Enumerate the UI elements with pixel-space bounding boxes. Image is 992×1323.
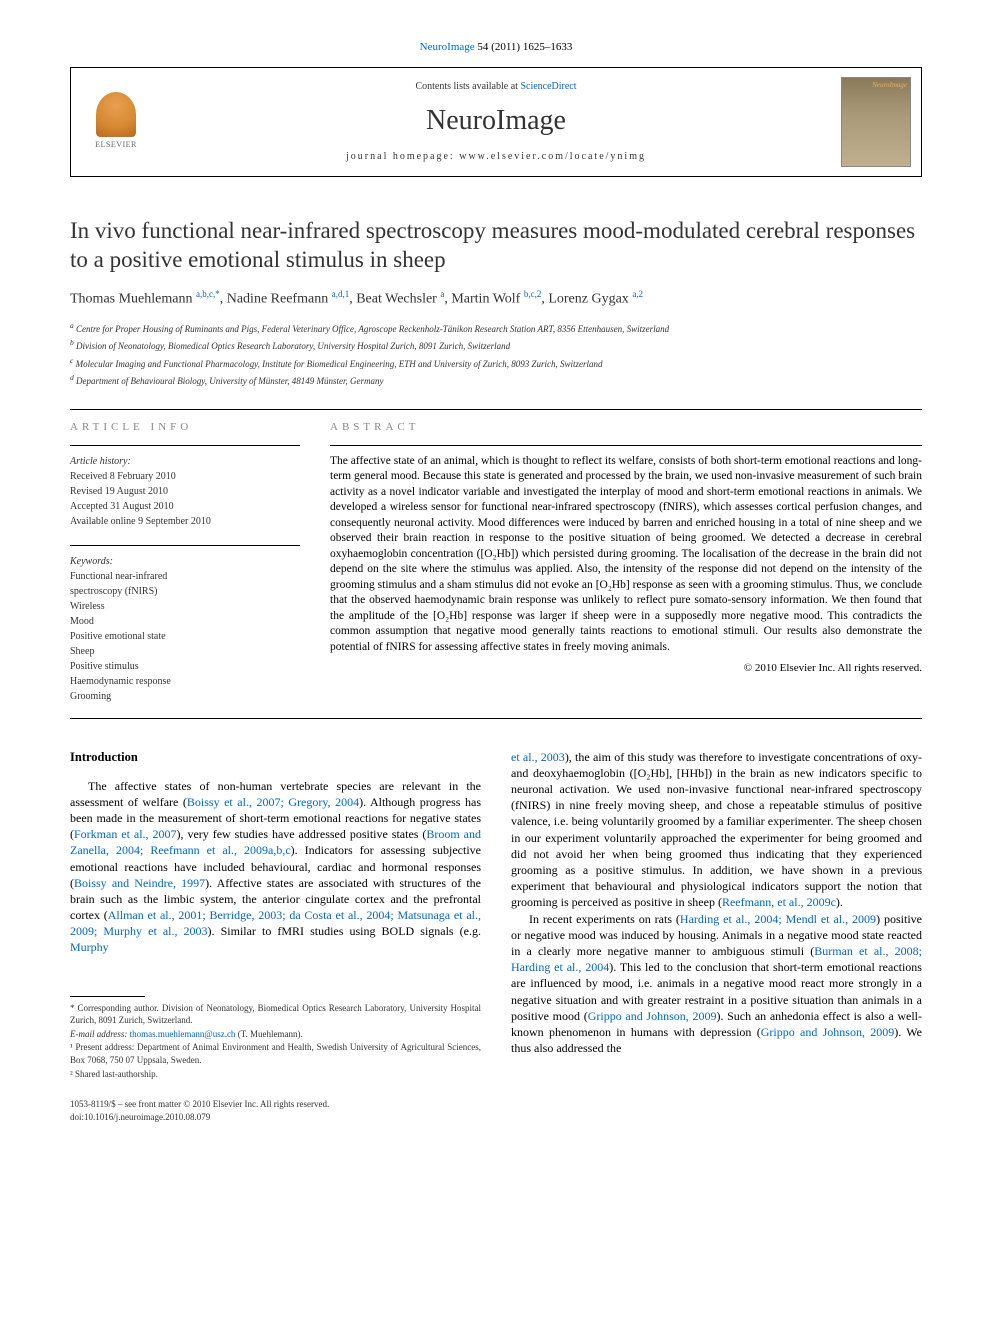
- author-4-affil: b,c,2: [524, 289, 542, 299]
- intro-paragraph-2: In recent experiments on rats (Harding e…: [511, 911, 922, 1057]
- author-2-affil: a,d,1: [332, 289, 350, 299]
- elsevier-text: ELSEVIER: [95, 140, 137, 151]
- ref-reefmann[interactable]: Reefmann, et al., 2009c: [722, 895, 836, 909]
- ref-boissy-neindre[interactable]: Boissy and Neindre, 1997: [74, 876, 205, 890]
- cover-thumb-area: NeuroImage: [831, 68, 921, 176]
- body-column-right: et al., 2003), the aim of this study was…: [511, 749, 922, 1124]
- elsevier-tree-icon: [96, 92, 136, 137]
- abstract-text: The affective state of an animal, which …: [330, 454, 922, 656]
- issn-line: 1053-8119/$ – see front matter © 2010 El…: [70, 1098, 329, 1111]
- keyword-4: Positive emotional state: [70, 629, 300, 644]
- footnotes-rule: [70, 996, 145, 997]
- accepted-date: Accepted 31 August 2010: [70, 499, 300, 514]
- ref-grippo-2[interactable]: Grippo and Johnson, 2009: [761, 1025, 895, 1039]
- citation-journal[interactable]: NeuroImage: [420, 41, 475, 53]
- affiliation-a: a Centre for Proper Housing of Ruminants…: [70, 320, 922, 337]
- history-label: Article history:: [70, 454, 300, 469]
- intro-paragraph-1: The affective states of non-human verteb…: [70, 778, 481, 956]
- author-5[interactable]: , Lorenz Gygax: [541, 292, 632, 307]
- ref-harding[interactable]: Harding et al., 2004; Mendl et al., 2009: [680, 912, 876, 926]
- publisher-logo-area: ELSEVIER: [71, 68, 161, 176]
- author-5-affil: a,2: [632, 289, 643, 299]
- author-1[interactable]: Thomas Muehlemann: [70, 292, 196, 307]
- cover-label: NeuroImage: [872, 81, 907, 90]
- homepage-line: journal homepage: www.elsevier.com/locat…: [346, 150, 646, 164]
- keyword-2: Wireless: [70, 599, 300, 614]
- footnote-2: ² Shared last-authorship.: [70, 1068, 481, 1081]
- affiliation-b: b Division of Neonatology, Biomedical Op…: [70, 337, 922, 354]
- contents-line: Contents lists available at ScienceDirec…: [415, 80, 576, 94]
- author-1-affil: a,b,c,: [196, 289, 215, 299]
- elsevier-logo[interactable]: ELSEVIER: [86, 87, 146, 157]
- keyword-8: Grooming: [70, 689, 300, 704]
- journal-cover-thumbnail[interactable]: NeuroImage: [841, 77, 911, 167]
- footnotes: * Corresponding author. Division of Neon…: [70, 996, 481, 1081]
- affiliation-c: c Molecular Imaging and Functional Pharm…: [70, 355, 922, 372]
- keyword-3: Mood: [70, 614, 300, 629]
- doi-text[interactable]: doi:10.1016/j.neuroimage.2010.08.079: [70, 1112, 210, 1122]
- revised-date: Revised 19 August 2010: [70, 484, 300, 499]
- article-history: Article history: Received 8 February 201…: [70, 454, 300, 529]
- homepage-label: journal homepage:: [346, 151, 459, 162]
- keywords-block: Keywords: Functional near-infrared spect…: [70, 554, 300, 704]
- contents-prefix: Contents lists available at: [415, 81, 520, 92]
- top-citation: NeuroImage 54 (2011) 1625–1633: [70, 40, 922, 55]
- ref-murphy-cont[interactable]: et al., 2003: [511, 750, 565, 764]
- keyword-6: Positive stimulus: [70, 659, 300, 674]
- email-suffix: (T. Muehlemann).: [235, 1029, 302, 1039]
- doi-line: doi:10.1016/j.neuroimage.2010.08.079: [70, 1111, 329, 1124]
- authors-line: Thomas Muehlemann a,b,c,*, Nadine Reefma…: [70, 288, 922, 310]
- email-line: E-mail address: thomas.muehlemann@usz.ch…: [70, 1028, 481, 1041]
- abstract-column: ABSTRACT The affective state of an anima…: [330, 420, 922, 704]
- author-2[interactable]: , Nadine Reefmann: [220, 292, 332, 307]
- intro-paragraph-1-cont: et al., 2003), the aim of this study was…: [511, 749, 922, 911]
- article-title: In vivo functional near-infrared spectro…: [70, 217, 922, 275]
- body-column-left: Introduction The affective states of non…: [70, 749, 481, 1124]
- bottom-row: 1053-8119/$ – see front matter © 2010 El…: [70, 1098, 481, 1123]
- info-abstract-row: ARTICLE INFO Article history: Received 8…: [70, 420, 922, 704]
- homepage-url[interactable]: www.elsevier.com/locate/ynimg: [459, 151, 646, 162]
- author-email[interactable]: thomas.muehlemann@usz.ch: [130, 1029, 236, 1039]
- citation-pages: 54 (2011) 1625–1633: [475, 41, 573, 53]
- keyword-0: Functional near-infrared: [70, 569, 300, 584]
- journal-name: NeuroImage: [426, 102, 566, 140]
- article-info-label: ARTICLE INFO: [70, 420, 300, 435]
- affiliations: a Centre for Proper Housing of Ruminants…: [70, 320, 922, 389]
- divider-abstract-body: [70, 718, 922, 719]
- keywords-label: Keywords:: [70, 554, 300, 569]
- journal-header-box: ELSEVIER Contents lists available at Sci…: [70, 67, 922, 177]
- ref-boissy[interactable]: Boissy et al., 2007; Gregory, 2004: [187, 795, 359, 809]
- keyword-1: spectroscopy (fNIRS): [70, 584, 300, 599]
- info-divider: [70, 445, 300, 446]
- email-label: E-mail address:: [70, 1029, 130, 1039]
- introduction-heading: Introduction: [70, 749, 481, 766]
- footnote-1: ¹ Present address: Department of Animal …: [70, 1041, 481, 1066]
- sciencedirect-link[interactable]: ScienceDirect: [520, 81, 576, 92]
- keyword-7: Haemodynamic response: [70, 674, 300, 689]
- body-columns: Introduction The affective states of non…: [70, 749, 922, 1124]
- divider-top: [70, 409, 922, 410]
- ref-forkman[interactable]: Forkman et al., 2007: [74, 827, 177, 841]
- author-4[interactable]: , Martin Wolf: [444, 292, 524, 307]
- received-date: Received 8 February 2010: [70, 469, 300, 484]
- ref-murphy[interactable]: Murphy: [70, 940, 109, 954]
- corresponding-author-note: * Corresponding author. Division of Neon…: [70, 1002, 481, 1027]
- keywords-divider: [70, 545, 300, 546]
- header-center: Contents lists available at ScienceDirec…: [161, 68, 831, 176]
- online-date: Available online 9 September 2010: [70, 514, 300, 529]
- author-3[interactable]: , Beat Wechsler: [349, 292, 440, 307]
- doi-block: 1053-8119/$ – see front matter © 2010 El…: [70, 1098, 329, 1123]
- keyword-5: Sheep: [70, 644, 300, 659]
- ref-grippo-1[interactable]: Grippo and Johnson, 2009: [588, 1009, 717, 1023]
- abstract-copyright: © 2010 Elsevier Inc. All rights reserved…: [330, 661, 922, 676]
- affiliation-d: d Department of Behavioural Biology, Uni…: [70, 372, 922, 389]
- abstract-label: ABSTRACT: [330, 420, 922, 435]
- abstract-divider: [330, 445, 922, 446]
- article-info-column: ARTICLE INFO Article history: Received 8…: [70, 420, 300, 704]
